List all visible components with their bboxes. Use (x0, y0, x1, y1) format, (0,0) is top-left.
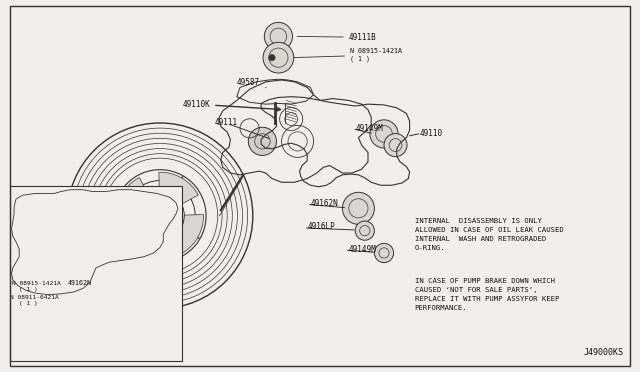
Polygon shape (116, 177, 148, 217)
Text: 49110: 49110 (419, 129, 442, 138)
Circle shape (384, 134, 407, 157)
Text: N 08915-1421A: N 08915-1421A (12, 281, 60, 286)
Text: 49587: 49587 (237, 78, 266, 88)
Text: IN CASE OF PUMP BRAKE DOWN WHICH
CAUSED ‘NOT FOR SALE PARTS’,
REPLACE IT WITH PU: IN CASE OF PUMP BRAKE DOWN WHICH CAUSED … (415, 278, 559, 311)
Circle shape (88, 287, 116, 315)
Text: 49110K: 49110K (182, 100, 280, 111)
Circle shape (263, 42, 294, 73)
Circle shape (370, 120, 398, 148)
Text: 49162N: 49162N (310, 199, 338, 208)
Circle shape (342, 192, 374, 224)
Circle shape (264, 22, 292, 51)
Bar (10, 186, 182, 361)
Text: 49162N: 49162N (67, 280, 92, 286)
Polygon shape (159, 172, 198, 204)
Text: N 08911-6421A: N 08911-6421A (10, 295, 58, 300)
Text: INTERNAL  DISASSEMBLY IS ONLY
ALLOWED IN CASE OF OIL LEAK CAUSED
INTERNAL  WASH : INTERNAL DISASSEMBLY IS ONLY ALLOWED IN … (415, 218, 563, 251)
Text: 49149M: 49149M (349, 245, 376, 254)
Text: J49000KS: J49000KS (584, 348, 624, 357)
Circle shape (355, 221, 374, 240)
Circle shape (374, 243, 394, 263)
Text: 4916LP: 4916LP (307, 222, 335, 231)
Circle shape (248, 127, 276, 155)
Text: N 08915-1421A
( 1 ): N 08915-1421A ( 1 ) (294, 48, 402, 62)
Text: 49149M: 49149M (355, 124, 383, 133)
Text: ( 1 ): ( 1 ) (19, 287, 38, 292)
Text: 49111B: 49111B (297, 33, 376, 42)
Text: ( 1 ): ( 1 ) (19, 301, 38, 306)
Text: 49111: 49111 (214, 118, 237, 127)
Polygon shape (172, 215, 204, 254)
Polygon shape (122, 227, 161, 259)
Circle shape (269, 54, 275, 61)
Circle shape (115, 295, 135, 315)
